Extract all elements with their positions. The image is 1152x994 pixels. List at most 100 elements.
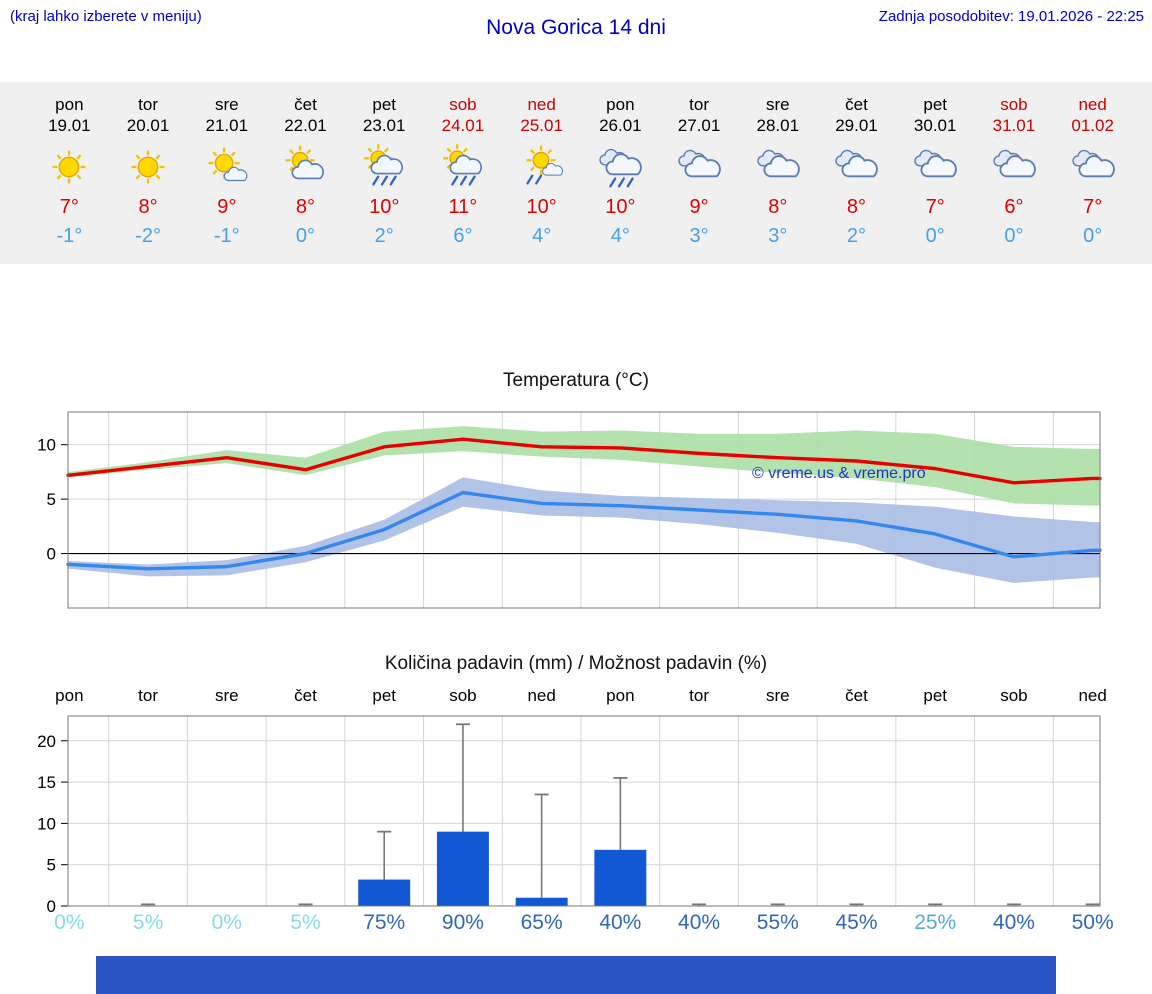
- sun-small-cloud-icon: [187, 139, 266, 195]
- sun-icon: [30, 139, 109, 195]
- cloud-icon: [738, 139, 817, 195]
- day-date: 29.01: [835, 116, 878, 135]
- low-temp: -2°: [135, 225, 161, 247]
- svg-text:40%: 40%: [993, 911, 1035, 934]
- menu-hint: (kraj lahko izberete v meniju): [10, 8, 202, 25]
- day-name: tor: [689, 95, 709, 114]
- svg-text:5%: 5%: [133, 911, 163, 934]
- svg-text:5%: 5%: [290, 911, 320, 934]
- low-temp: 0°: [295, 225, 316, 247]
- page-title: Nova Gorica 14 dni: [486, 16, 666, 39]
- low-temp: 0°: [925, 225, 945, 247]
- low-temp: 0°: [1083, 225, 1103, 247]
- day-name: pet: [372, 95, 397, 114]
- svg-text:20: 20: [37, 732, 56, 751]
- forecast-day: pon 19.01 7° -1°: [30, 94, 109, 248]
- high-temp: 8°: [295, 196, 316, 218]
- day-date: 31.01: [992, 116, 1036, 135]
- svg-text:90%: 90%: [442, 911, 484, 934]
- footer-banner: [96, 956, 1056, 994]
- svg-text:pon: pon: [55, 686, 83, 705]
- forecast-day: sob 24.01 11° 6°: [424, 94, 503, 248]
- day-name: sre: [765, 95, 790, 114]
- low-temp: 4°: [532, 225, 552, 247]
- day-name: sob: [449, 95, 477, 114]
- svg-text:0: 0: [47, 897, 56, 916]
- low-temp: 2°: [374, 225, 394, 247]
- temperature-chart-svg: © vreme.us & vreme.pro 0 5 10: [37, 411, 1102, 609]
- forecast-day: pon 26.01 10° 4°: [581, 94, 660, 248]
- low-temp: 0°: [1004, 225, 1024, 247]
- high-temp: 8°: [768, 196, 788, 218]
- day-name: pet: [923, 95, 948, 114]
- cloud-icon: [817, 139, 896, 195]
- forecast-day: tor 27.01 9° 3°: [660, 94, 739, 248]
- precipitation-chart-title: Količina padavin (mm) / Možnost padavin …: [384, 653, 768, 674]
- high-temp: 9°: [689, 196, 709, 218]
- day-name: sob: [1000, 95, 1028, 114]
- svg-text:sre: sre: [215, 686, 239, 705]
- forecast-day: pet 23.01 10° 2°: [345, 94, 424, 248]
- day-date: 23.01: [362, 116, 406, 135]
- cloud-icon: [975, 139, 1054, 195]
- svg-text:65%: 65%: [521, 911, 563, 934]
- day-date: 24.01: [441, 116, 485, 135]
- low-temp: 3°: [689, 225, 709, 247]
- cloud-rain-icon: [581, 139, 660, 195]
- low-temp: 6°: [453, 225, 473, 247]
- forecast-strip: pon 19.01 7° -1° tor 20.01 8° -2° sre 21.01 9° -1° č…: [0, 82, 1152, 264]
- day-name: čet: [845, 95, 868, 114]
- day-date: 21.01: [205, 116, 249, 135]
- high-temp: 8°: [138, 196, 158, 218]
- day-name: ned: [527, 95, 556, 114]
- low-temp: -1°: [56, 225, 83, 247]
- forecast-day: čet 29.01 8° 2°: [817, 94, 896, 248]
- cloud-icon: [1053, 139, 1132, 195]
- svg-text:pet: pet: [372, 686, 396, 705]
- precipitation-chart: pon tor sre čet pet sob ned pon tor sre čet pet sob n…: [0, 681, 1152, 942]
- svg-text:ned: ned: [1078, 686, 1106, 705]
- low-temp: 2°: [846, 225, 867, 247]
- svg-text:čet: čet: [294, 686, 317, 705]
- day-date: 22.01: [284, 116, 327, 135]
- svg-text:pon: pon: [606, 686, 634, 705]
- low-temp: -1°: [213, 225, 240, 247]
- day-name: sre: [214, 95, 239, 114]
- precipitation-chart-svg: pon tor sre čet pet sob ned pon tor sre čet pet sob n…: [37, 686, 1114, 934]
- svg-text:40%: 40%: [678, 911, 720, 934]
- high-temp: 8°: [846, 196, 867, 218]
- sun-cloud-rain-icon: [424, 139, 503, 195]
- forecast-day: sre 28.01 8° 3°: [738, 94, 817, 248]
- svg-text:5: 5: [47, 856, 56, 875]
- high-temp: 7°: [1083, 196, 1103, 218]
- high-temp: 9°: [217, 196, 237, 218]
- day-name: tor: [138, 95, 158, 114]
- cloud-icon: [896, 139, 975, 195]
- svg-text:40%: 40%: [599, 911, 641, 934]
- svg-text:0%: 0%: [54, 911, 84, 934]
- day-date: 25.01: [520, 116, 563, 135]
- svg-text:5: 5: [47, 490, 56, 509]
- day-date: 20.01: [126, 116, 170, 135]
- day-date: 01.02: [1071, 116, 1114, 135]
- high-temp: 10°: [369, 196, 400, 218]
- day-date: 19.01: [48, 116, 91, 135]
- sun-rain-icon: [502, 139, 581, 195]
- forecast-day: pet 30.01 7° 0°: [896, 94, 975, 248]
- svg-text:45%: 45%: [835, 911, 877, 934]
- svg-text:sre: sre: [766, 686, 790, 705]
- svg-text:sob: sob: [449, 686, 476, 705]
- low-temp: 4°: [610, 225, 630, 247]
- watermark: © vreme.us & vreme.pro: [752, 465, 926, 482]
- sun-icon: [109, 139, 188, 195]
- day-name: pon: [55, 95, 84, 114]
- high-temp: 10°: [526, 196, 557, 218]
- day-date: 26.01: [599, 116, 642, 135]
- high-temp: 11°: [448, 196, 478, 218]
- high-temp: 6°: [1004, 196, 1024, 218]
- forecast-day: tor 20.01 8° -2°: [109, 94, 188, 248]
- day-name: čet: [294, 95, 317, 114]
- forecast-day: čet 22.01 8° 0°: [266, 94, 345, 248]
- svg-text:ned: ned: [527, 686, 555, 705]
- svg-text:10: 10: [37, 814, 56, 833]
